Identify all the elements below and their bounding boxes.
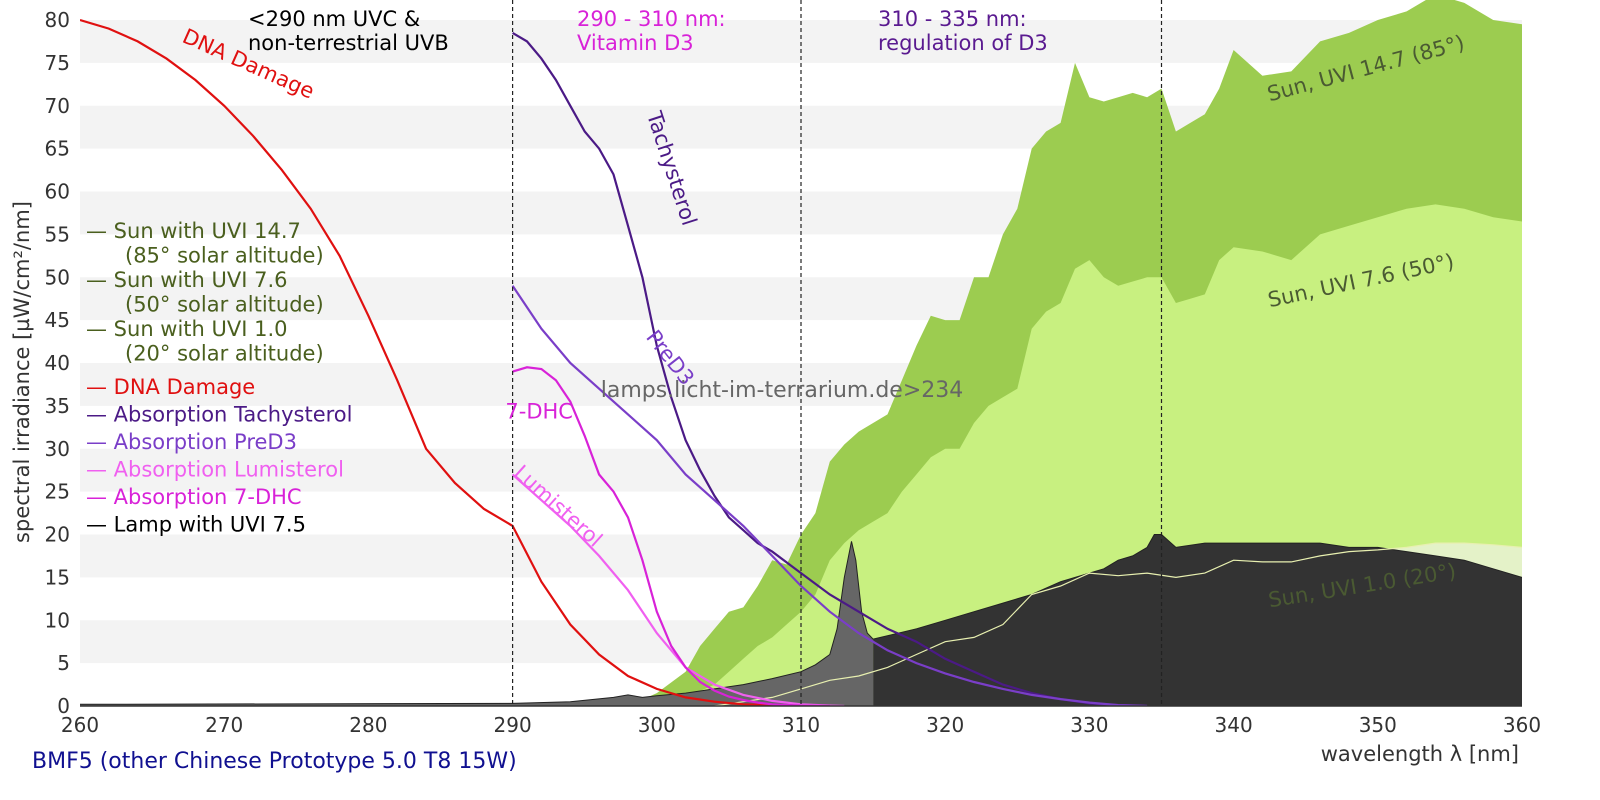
plot-areas <box>80 0 1522 706</box>
y-tick-label: 70 <box>45 94 70 118</box>
y-tick-label: 30 <box>45 437 70 461</box>
x-tick-label: 320 <box>926 713 964 737</box>
y-tick-label: 65 <box>45 137 70 161</box>
lamp-outline <box>80 534 1522 705</box>
y-tick-label: 45 <box>45 308 70 332</box>
x-tick-label: 340 <box>1215 713 1253 737</box>
line-sun-uvi-1-0 <box>714 542 1522 706</box>
region-note: 310 - 335 nm: <box>878 7 1027 31</box>
legend-item-dna: — DNA Damage <box>86 375 255 399</box>
legend-item-sun10-detail: (20° solar altitude) <box>125 342 324 366</box>
legend-item-tachy: — Absorption Tachysterol <box>86 403 352 427</box>
y-tick-label: 25 <box>45 480 70 504</box>
y-tick-label: 10 <box>45 608 70 632</box>
lamp-name: BMF5 (other Chinese Prototype 5.0 T8 15W… <box>32 749 517 774</box>
legend-item-lumi: — Absorption Lumisterol <box>86 458 344 482</box>
y-tick-label: 75 <box>45 51 70 75</box>
legend-item-sun147: — Sun with UVI 14.7 <box>86 219 301 243</box>
y-tick-label: 5 <box>57 651 70 675</box>
y-tick-labels: 0 5 10 15 20 25 30 35 40 45 50 55 60 65 70 75 80 <box>45 8 70 718</box>
x-tick-label: 260 <box>61 713 99 737</box>
y-axis-label: spectral irradiance [µW/cm²/nm] <box>10 201 34 543</box>
x-tick-label: 310 <box>782 713 820 737</box>
y-tick-label: 55 <box>45 222 70 246</box>
legend-item-lamp: — Lamp with UVI 7.5 <box>86 513 306 537</box>
watermark: lamps.licht-im-terrarium.de>234 <box>601 378 964 403</box>
x-tick-labels: 260 270 280 290 300 310 320 330 340 350 360 <box>61 713 1541 737</box>
legend: — Sun with UVI 14.7(85° solar altitude)—… <box>86 219 352 537</box>
x-tick-label: 280 <box>349 713 387 737</box>
legend-item-dhc: — Absorption 7-DHC <box>86 485 302 509</box>
grid-band <box>80 20 1522 63</box>
region-note: <290 nm UVC & <box>248 7 420 31</box>
region-note: Vitamin D3 <box>577 31 694 55</box>
region-divider-lines <box>511 0 1163 706</box>
y-tick-label: 60 <box>45 180 70 204</box>
line-dna <box>80 18 802 706</box>
region-note: regulation of D3 <box>878 31 1048 55</box>
y-tick-label: 35 <box>45 394 70 418</box>
x-axis-label: wavelength λ [nm] <box>1321 742 1519 766</box>
y-tick-label: 15 <box>45 565 70 589</box>
y-tick-label: 20 <box>45 523 70 547</box>
plot-lines <box>80 18 1148 706</box>
y-tick-label: 50 <box>45 265 70 289</box>
line-dhc <box>512 366 830 706</box>
x-tick-label: 360 <box>1503 713 1541 737</box>
legend-item-pred3: — Absorption PreD3 <box>86 430 297 454</box>
line-pred3 <box>511 285 1148 706</box>
y-tick-label: 0 <box>57 694 70 718</box>
y-tick-label: 40 <box>45 351 70 375</box>
line-tachy <box>512 31 1148 706</box>
region-annotations: <290 nm UVC &non-terrestrial UVB 290 - 31… <box>248 7 1048 55</box>
x-tick-label: 330 <box>1070 713 1108 737</box>
curve-label-dhc: 7-DHC <box>505 400 573 424</box>
legend-item-sun76-detail: (50° solar altitude) <box>125 293 324 317</box>
legend-item-sun76: — Sun with UVI 7.6 <box>86 268 288 292</box>
x-tick-label: 290 <box>494 713 532 737</box>
legend-item-sun147-detail: (85° solar altitude) <box>125 244 324 268</box>
legend-item-sun10: — Sun with UVI 1.0 <box>86 317 288 341</box>
region-note: 290 - 310 nm: <box>577 7 726 31</box>
y-tick-label: 80 <box>45 8 70 32</box>
x-tick-label: 270 <box>205 713 243 737</box>
x-tick-label: 350 <box>1359 713 1397 737</box>
x-tick-label: 300 <box>638 713 676 737</box>
region-note: non-terrestrial UVB <box>248 31 449 55</box>
